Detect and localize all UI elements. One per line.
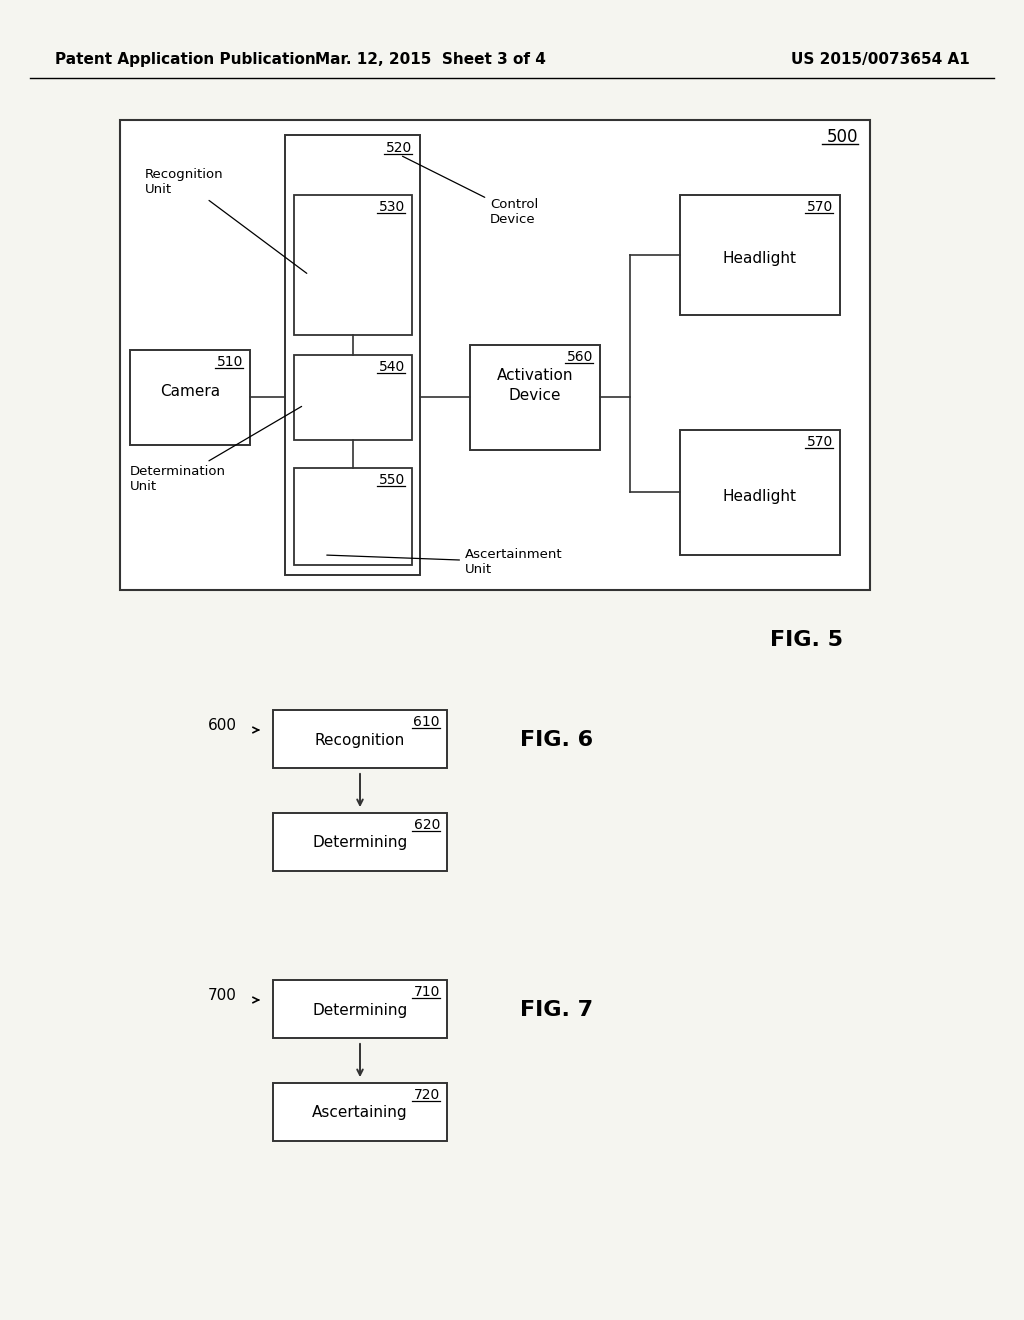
Text: Activation: Activation bbox=[497, 367, 573, 383]
Text: US 2015/0073654 A1: US 2015/0073654 A1 bbox=[792, 51, 970, 67]
Bar bbox=[273, 1082, 447, 1140]
Bar bbox=[130, 350, 250, 445]
Text: 570: 570 bbox=[807, 201, 833, 214]
Text: Ascertainment
Unit: Ascertainment Unit bbox=[327, 548, 562, 576]
Text: Determination
Unit: Determination Unit bbox=[130, 407, 302, 492]
Text: 620: 620 bbox=[414, 818, 440, 832]
Bar bbox=[285, 135, 420, 576]
Text: FIG. 6: FIG. 6 bbox=[520, 730, 593, 750]
Bar bbox=[470, 345, 600, 450]
Text: Determining: Determining bbox=[312, 1002, 408, 1018]
Text: Device: Device bbox=[509, 388, 561, 403]
Text: 710: 710 bbox=[414, 985, 440, 999]
Bar bbox=[120, 120, 870, 590]
Text: 570: 570 bbox=[807, 436, 833, 449]
Text: 520: 520 bbox=[386, 141, 412, 154]
Text: 510: 510 bbox=[217, 355, 243, 370]
Text: Patent Application Publication: Patent Application Publication bbox=[55, 51, 315, 67]
Text: Camera: Camera bbox=[160, 384, 220, 400]
Text: 700: 700 bbox=[208, 987, 237, 1003]
Text: FIG. 7: FIG. 7 bbox=[520, 1001, 593, 1020]
Text: Control
Device: Control Device bbox=[402, 156, 539, 226]
Bar bbox=[273, 979, 447, 1038]
Text: Ascertaining: Ascertaining bbox=[312, 1106, 408, 1121]
Bar bbox=[294, 355, 412, 440]
Bar bbox=[273, 813, 447, 871]
Text: Determining: Determining bbox=[312, 836, 408, 850]
Text: 550: 550 bbox=[379, 473, 406, 487]
Bar bbox=[273, 710, 447, 768]
Text: Recognition
Unit: Recognition Unit bbox=[145, 168, 307, 273]
Text: Mar. 12, 2015  Sheet 3 of 4: Mar. 12, 2015 Sheet 3 of 4 bbox=[314, 51, 546, 67]
Bar bbox=[680, 195, 840, 315]
Text: Headlight: Headlight bbox=[723, 252, 797, 267]
Text: Headlight: Headlight bbox=[723, 488, 797, 503]
Text: 600: 600 bbox=[208, 718, 237, 733]
Bar bbox=[294, 195, 412, 335]
Text: FIG. 5: FIG. 5 bbox=[770, 630, 843, 649]
Text: 530: 530 bbox=[379, 201, 406, 214]
Text: 560: 560 bbox=[566, 350, 593, 364]
Text: 500: 500 bbox=[826, 128, 858, 147]
Text: Recognition: Recognition bbox=[314, 733, 406, 747]
Text: 610: 610 bbox=[414, 715, 440, 729]
Text: 720: 720 bbox=[414, 1088, 440, 1102]
Bar bbox=[294, 469, 412, 565]
Bar bbox=[680, 430, 840, 554]
Text: 540: 540 bbox=[379, 360, 406, 374]
